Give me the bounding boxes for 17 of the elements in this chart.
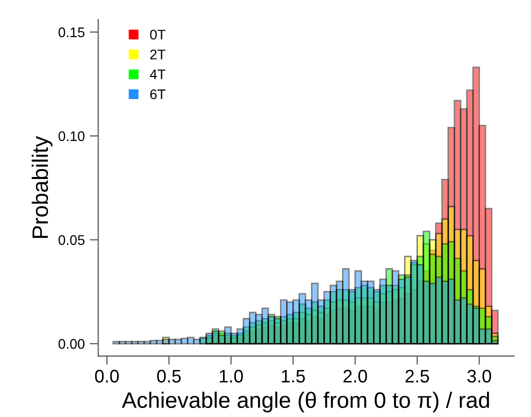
y-tick-label: 0.00	[58, 338, 84, 349]
x-axis-title: Achievable angle (θ from 0 to π) / rad	[122, 392, 489, 412]
x-tick-label: 2.0	[344, 370, 367, 383]
x-tick-label: 0.0	[95, 370, 119, 383]
x-tick-label: 1.0	[220, 370, 243, 383]
legend-label: 4T	[150, 70, 166, 80]
x-tick-label: 3.0	[467, 370, 492, 383]
legend-label: 0T	[150, 30, 166, 40]
x-tick-label: 0.5	[157, 370, 181, 383]
y-tick-label: 0.10	[58, 131, 84, 142]
y-axis-title: Probability	[32, 136, 52, 238]
x-tick-label: 2.5	[406, 370, 429, 383]
legend-label: 6T	[150, 89, 166, 100]
x-tick-label: 1.5	[282, 370, 305, 383]
y-tick-label: 0.05	[58, 235, 84, 245]
legend-label: 2T	[150, 50, 166, 60]
y-tick-label: 0.15	[58, 27, 84, 38]
